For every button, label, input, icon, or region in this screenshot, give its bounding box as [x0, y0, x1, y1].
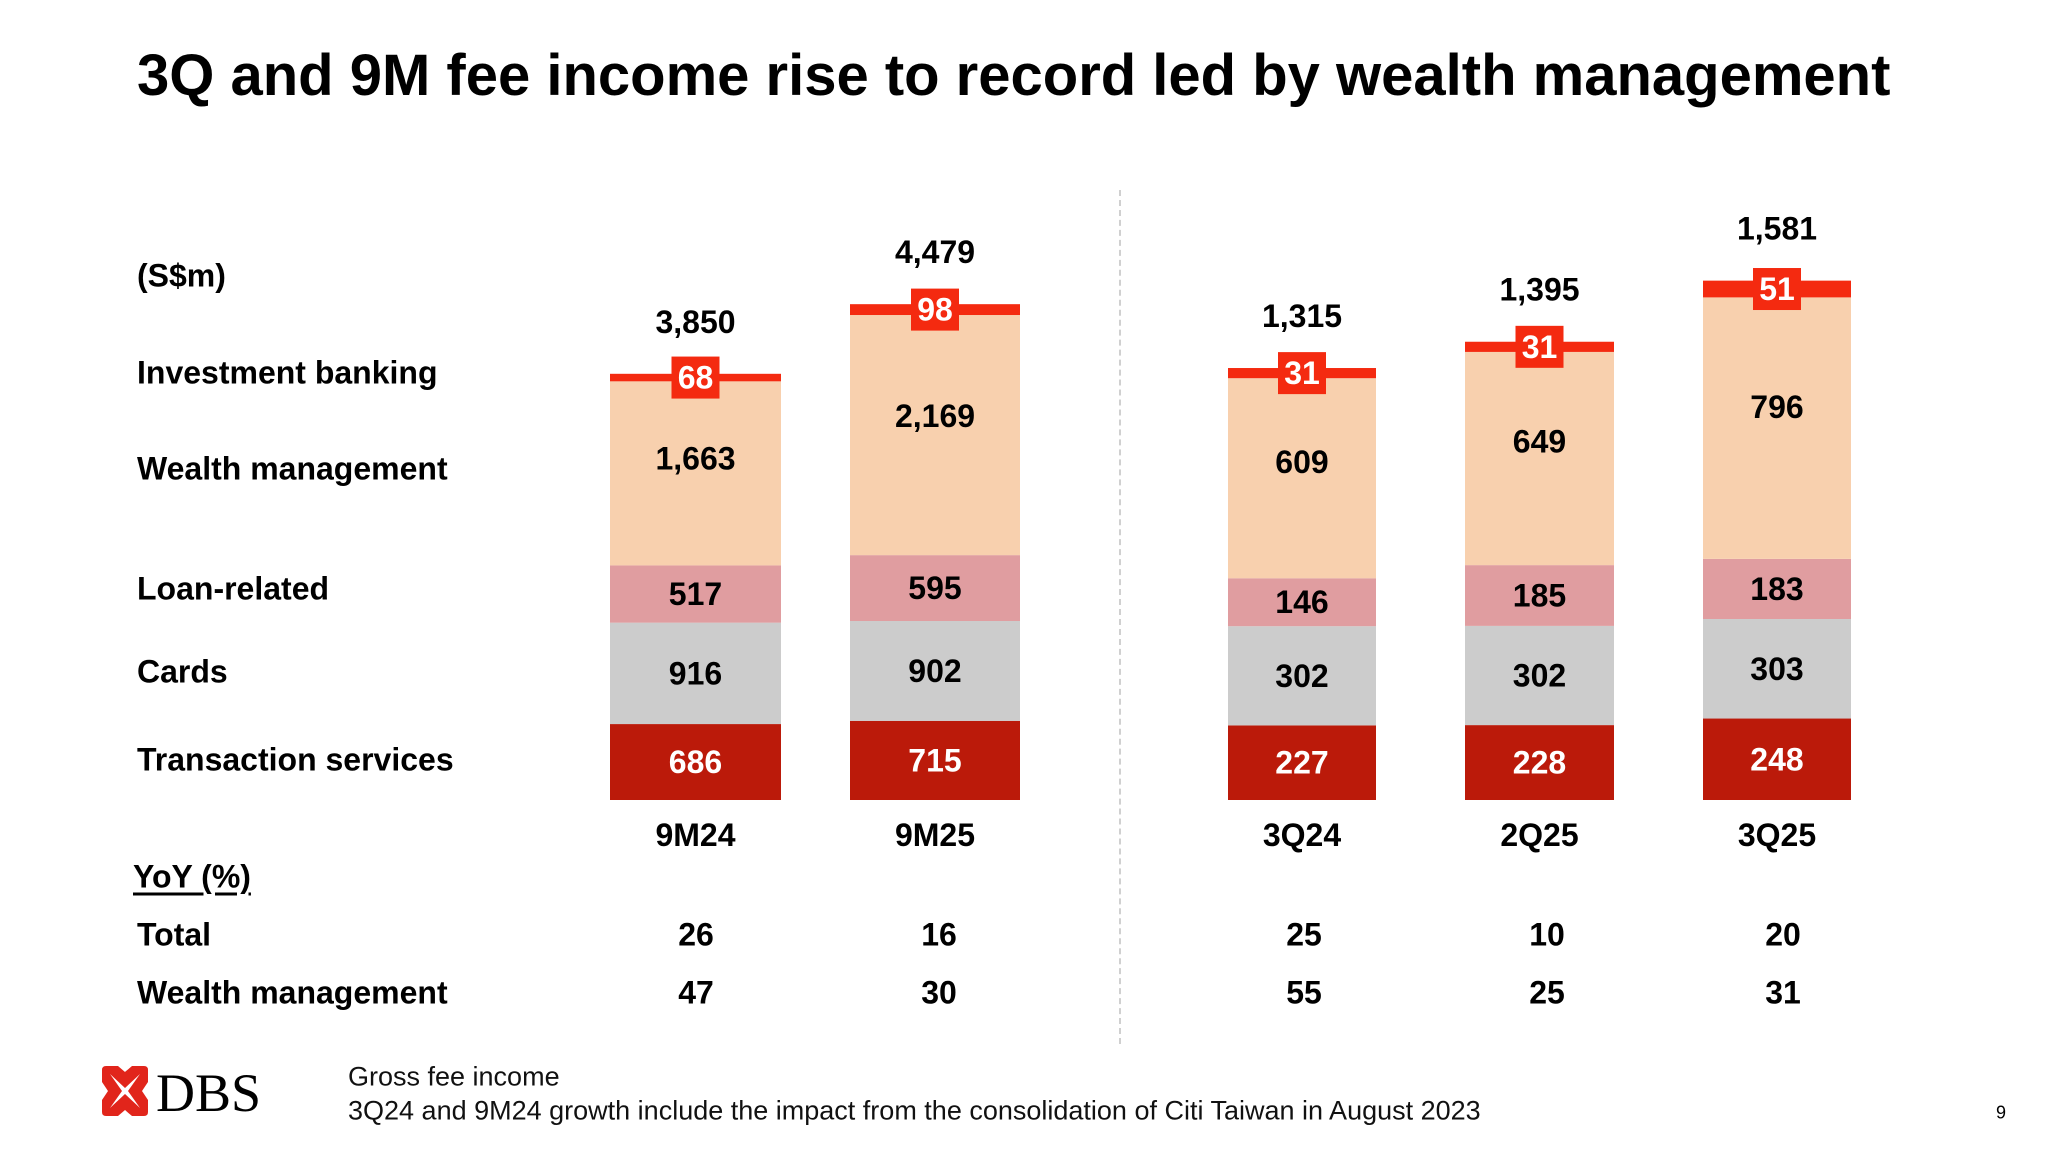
- value-label-cards: 302: [1513, 657, 1566, 693]
- bar-segment-cards: [1703, 618, 1851, 719]
- value-label-cards: 303: [1750, 651, 1803, 687]
- yoy-wm-value: 30: [921, 974, 957, 1011]
- ib-label-box: [1278, 352, 1326, 395]
- category-label: 2Q25: [1500, 817, 1578, 853]
- yoy-total-value: 20: [1765, 916, 1801, 953]
- category-label: 3Q25: [1738, 817, 1816, 853]
- value-label-loan-related: 185: [1513, 578, 1566, 614]
- bar-segment-wealth-management: [1703, 297, 1851, 559]
- value-label-transaction-services: 227: [1275, 745, 1328, 781]
- bar-segment-transaction-services: [850, 720, 1020, 800]
- value-label-cards: 916: [669, 655, 722, 691]
- yoy-total-value: 25: [1286, 916, 1322, 953]
- bar-segment-cards: [610, 622, 781, 725]
- footnote-citi-taiwan: 3Q24 and 9M24 growth include the impact …: [348, 1095, 1481, 1126]
- bar-segment-transaction-services: [610, 724, 781, 800]
- yoy-total-value: 10: [1529, 916, 1565, 953]
- category-label: 9M25: [895, 817, 975, 853]
- value-label-transaction-services: 228: [1513, 745, 1566, 781]
- value-label-loan-related: 183: [1750, 571, 1803, 607]
- value-label-loan-related: 146: [1275, 584, 1328, 620]
- category-label: 9M24: [655, 817, 735, 853]
- total-label: 1,581: [1737, 211, 1817, 247]
- value-label-cards: 902: [908, 653, 961, 689]
- ib-label-box: [1753, 268, 1801, 311]
- value-label-investment-banking: 51: [1759, 271, 1795, 307]
- yoy-wm-value: 25: [1529, 974, 1565, 1011]
- total-label: 1,315: [1262, 298, 1342, 334]
- value-label-wealth-management: 649: [1513, 423, 1566, 459]
- value-label-transaction-services: 715: [908, 742, 961, 778]
- bar-segment-loan-related: [1228, 578, 1376, 627]
- value-label-wealth-management: 796: [1750, 389, 1803, 425]
- yoy-wm-label: Wealth management: [137, 974, 448, 1011]
- value-label-investment-banking: 98: [917, 292, 953, 328]
- bar-segment-loan-related: [1465, 565, 1614, 626]
- dbs-logo-text: DBS: [156, 1064, 261, 1118]
- yoy-wm-value: 55: [1286, 974, 1322, 1011]
- bar-segment-cards: [1228, 626, 1376, 726]
- value-label-wealth-management: 609: [1275, 444, 1328, 480]
- ib-label-box: [911, 288, 959, 331]
- yoy-total-value: 26: [678, 916, 714, 953]
- value-label-investment-banking: 68: [678, 360, 714, 396]
- row-label-loan-related: Loan-related: [137, 570, 330, 607]
- bar-segment-wealth-management: [610, 381, 781, 566]
- value-label-wealth-management: 1,663: [655, 441, 735, 477]
- total-label: 3,850: [655, 304, 735, 340]
- bar-segment-loan-related: [1703, 558, 1851, 619]
- unit-label: (S$m): [137, 257, 226, 294]
- row-label-cards: Cards: [137, 653, 228, 690]
- bar-segment-wealth-management: [1228, 378, 1376, 579]
- bar-segment-loan-related: [850, 555, 1020, 621]
- footnote-gross-fee: Gross fee income: [348, 1061, 560, 1092]
- bar-segment-transaction-services: [1228, 725, 1376, 800]
- dbs-logo-mark-icon: DBS: [102, 1063, 261, 1123]
- slide-title: 3Q and 9M fee income rise to record led …: [137, 43, 1891, 108]
- section-divider: [1119, 190, 1121, 1044]
- value-label-transaction-services: 248: [1750, 741, 1803, 777]
- category-label: 3Q24: [1263, 817, 1341, 853]
- value-label-wealth-management: 2,169: [895, 398, 975, 434]
- yoy-total-label: Total: [137, 916, 212, 953]
- value-label-investment-banking: 31: [1522, 329, 1558, 365]
- total-label: 1,395: [1499, 272, 1579, 308]
- value-label-transaction-services: 686: [669, 744, 722, 780]
- total-label: 4,479: [895, 234, 975, 270]
- value-label-investment-banking: 31: [1284, 355, 1320, 391]
- yoy-header: YoY (%): [133, 858, 251, 895]
- row-label-wealth-management: Wealth management: [137, 450, 448, 487]
- bar-segment-wealth-management: [1465, 351, 1614, 566]
- ib-label-box: [1515, 325, 1564, 368]
- row-label-transaction-services: Transaction services: [137, 741, 454, 778]
- row-label-investment-banking: Investment banking: [137, 354, 438, 391]
- yoy-wm-value: 47: [678, 974, 714, 1011]
- yoy-wm-value: 31: [1765, 974, 1801, 1011]
- bar-segment-transaction-services: [1465, 725, 1614, 800]
- bar-segment-transaction-services: [1703, 718, 1851, 800]
- value-label-cards: 302: [1275, 658, 1328, 694]
- bar-segment-cards: [850, 620, 1020, 721]
- bar-segment-wealth-management: [850, 315, 1020, 556]
- yoy-total-value: 16: [921, 916, 957, 953]
- value-label-loan-related: 595: [908, 570, 961, 606]
- page-number: 9: [1996, 1102, 2007, 1123]
- dbs-logo: DBS: [98, 1063, 288, 1123]
- ib-label-box: [671, 356, 720, 399]
- bar-segment-cards: [1465, 625, 1614, 726]
- bar-segment-loan-related: [610, 565, 781, 623]
- value-label-loan-related: 517: [669, 576, 722, 612]
